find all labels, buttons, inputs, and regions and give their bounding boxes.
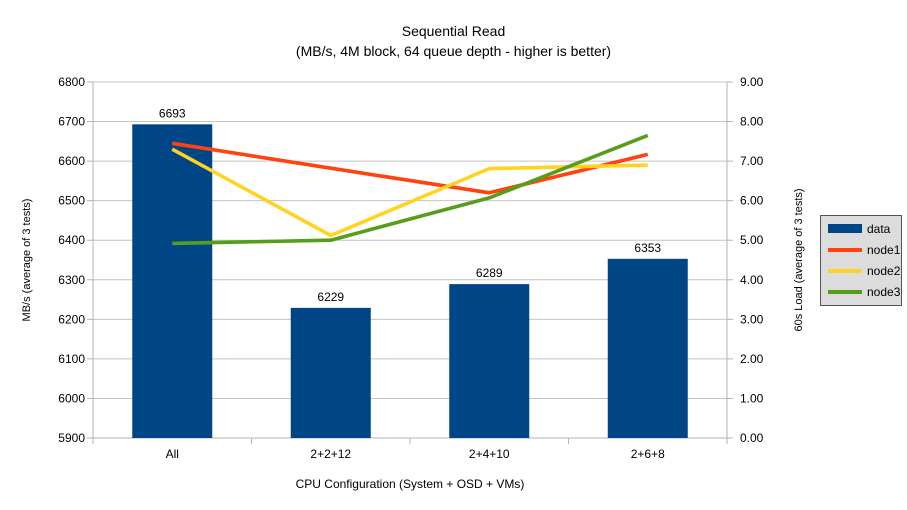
y-right-tick-label: 3.00 xyxy=(740,312,764,326)
y-left-tick-label: 6300 xyxy=(58,273,85,287)
bar-data xyxy=(132,124,213,438)
y-left-tick-label: 6700 xyxy=(58,115,85,129)
legend-label: data xyxy=(867,221,891,236)
bar-data xyxy=(449,284,530,438)
legend: data node1 node2 node3 xyxy=(820,215,902,306)
y-left-tick-label: 6200 xyxy=(58,312,85,326)
y-left-tick-label: 6500 xyxy=(58,194,85,208)
x-category-label: 2+4+10 xyxy=(469,447,510,461)
legend-item-data: data xyxy=(821,218,901,239)
x-category-label: All xyxy=(166,447,179,461)
legend-label: node3 xyxy=(867,284,901,299)
y-left-tick-label: 6000 xyxy=(58,391,85,405)
legend-item-node1: node1 xyxy=(821,239,901,260)
y-left-tick-label: 6800 xyxy=(58,75,85,89)
bar-value-label: 6693 xyxy=(159,106,186,120)
bar-data xyxy=(607,258,688,438)
y-left-tick-label: 6600 xyxy=(58,154,85,168)
y-left-tick-label: 6400 xyxy=(58,233,85,247)
bar-value-label: 6353 xyxy=(634,241,661,255)
x-category-label: 2+2+12 xyxy=(310,447,351,461)
node1-swatch xyxy=(828,247,862,252)
y-right-tick-label: 7.00 xyxy=(740,154,764,168)
y-right-tick-label: 1.00 xyxy=(740,391,764,405)
y-right-tick-label: 5.00 xyxy=(740,233,764,247)
y-right-tick-label: 6.00 xyxy=(740,194,764,208)
legend-item-node2: node2 xyxy=(821,260,901,281)
bar-value-label: 6289 xyxy=(476,266,503,280)
node3-swatch xyxy=(828,289,862,294)
x-axis-title: CPU Configuration (System + OSD + VMs) xyxy=(295,477,525,491)
bar-value-label: 6229 xyxy=(317,290,344,304)
chart-title: Sequential Read xyxy=(401,23,506,39)
x-category-label: 2+6+8 xyxy=(631,447,665,461)
chart-subtitle: (MB/s, 4M block, 64 queue depth - higher… xyxy=(295,43,612,59)
legend-label: node1 xyxy=(867,242,901,257)
data-swatch xyxy=(828,224,862,233)
line-node3 xyxy=(172,133,649,246)
legend-item-node3: node3 xyxy=(821,281,901,302)
bar-data xyxy=(290,307,371,438)
node2-swatch xyxy=(828,268,862,273)
y-left-tick-label: 5900 xyxy=(58,431,85,445)
y-right-tick-label: 9.00 xyxy=(740,75,764,89)
y-right-tick-label: 2.00 xyxy=(740,352,764,366)
y-right-tick-label: 8.00 xyxy=(740,115,764,129)
y-right-tick-label: 4.00 xyxy=(740,273,764,287)
legend-label: node2 xyxy=(867,263,901,278)
line-node1 xyxy=(171,141,649,195)
y-right-tick-label: 0.00 xyxy=(740,431,764,445)
y-left-tick-label: 6100 xyxy=(58,352,85,366)
